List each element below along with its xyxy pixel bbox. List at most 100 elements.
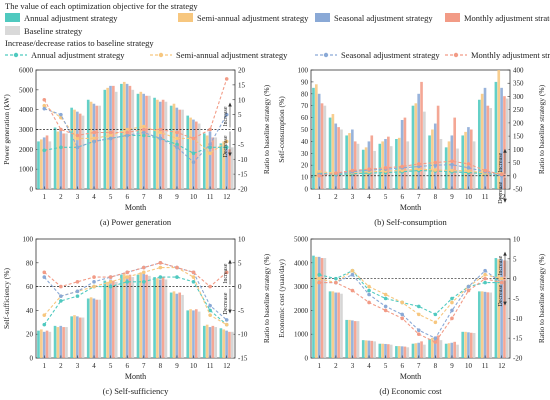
- ratio-point: [92, 284, 96, 289]
- ratio-point: [466, 284, 471, 289]
- ratio-point: [42, 148, 47, 153]
- ratio-point: [400, 312, 405, 317]
- bar: [211, 137, 215, 189]
- bar: [219, 143, 223, 189]
- bar: [348, 133, 351, 189]
- y-tick-label: 5000: [19, 86, 34, 94]
- x-tick-label: 12: [223, 362, 231, 370]
- bar: [89, 101, 93, 189]
- ratio-point: [224, 112, 229, 117]
- ratio-point: [350, 268, 355, 273]
- bar: [95, 299, 99, 358]
- x-tick-label: 8: [159, 362, 163, 370]
- bar: [395, 346, 398, 358]
- bar: [494, 81, 498, 189]
- bar: [444, 147, 448, 189]
- bar: [500, 87, 503, 189]
- x-tick-label: 2: [334, 362, 338, 370]
- panel-self-sufficiency: 0 20 40 60 80 100 -15 -10 -5 0 5 10 Increase Decrease…: [0, 231, 275, 400]
- bar: [370, 340, 374, 358]
- ratio-point: [141, 124, 146, 129]
- ratio-point: [108, 136, 113, 141]
- ratio-point: [158, 136, 163, 141]
- legend-bar-item: Seasonal adjustment strategy: [315, 13, 433, 23]
- bar: [505, 98, 509, 189]
- bar: [361, 340, 365, 358]
- bar: [428, 135, 431, 189]
- bar: [189, 309, 192, 358]
- x-tick-label: 7: [142, 362, 146, 370]
- bar: [37, 330, 40, 358]
- bar: [158, 101, 162, 189]
- x-tick-label: 1: [43, 362, 47, 370]
- ratio-point: [499, 276, 504, 281]
- ratio-point: [400, 300, 405, 305]
- y2-axis-title: Ratio to baseline strategy (%): [262, 253, 271, 343]
- x-tick-label: 2: [334, 193, 338, 201]
- y2-tick-label: -20: [513, 355, 523, 363]
- y2-tick-label: -15: [238, 171, 248, 179]
- bar-series: [312, 81, 498, 189]
- bar: [228, 331, 231, 358]
- bar: [86, 298, 90, 358]
- y-tick-label: 0: [30, 355, 34, 363]
- bar: [128, 85, 132, 189]
- ratio-point: [158, 130, 163, 135]
- bar: [156, 278, 159, 358]
- y2-tick-label: 5: [513, 255, 517, 263]
- bar-series: [40, 272, 226, 358]
- plot-frame: [35, 238, 236, 359]
- bar: [48, 331, 52, 358]
- bar: [370, 135, 374, 189]
- bar: [439, 340, 443, 358]
- ratio-point: [433, 320, 438, 325]
- bar: [323, 105, 327, 189]
- y2-tick-label: 10: [238, 96, 246, 104]
- bar: [456, 344, 459, 358]
- x-tick-label: 5: [384, 193, 388, 201]
- bar: [70, 107, 73, 189]
- bar: [197, 311, 201, 358]
- x-tick-label: 12: [498, 362, 506, 370]
- bar: [156, 99, 159, 189]
- bar: [76, 111, 79, 189]
- bar: [219, 328, 223, 358]
- ratio-point: [59, 284, 63, 289]
- legend-item-label: Annual adjustment strategy: [24, 13, 118, 23]
- ratio-point: [450, 168, 454, 173]
- y-tick-label: 40: [26, 307, 34, 315]
- legend-line-item: Annual adjustment strategy: [5, 50, 125, 60]
- x-tick-label: 3: [76, 193, 80, 201]
- bar-series: [317, 256, 503, 358]
- bar: [42, 331, 46, 358]
- ratio-point: [125, 133, 130, 138]
- decrease-label: Decrease: [223, 292, 229, 314]
- ratio-point: [108, 275, 113, 279]
- ratio-line: [44, 108, 228, 163]
- bar: [356, 143, 360, 189]
- y-tick-label: 0: [305, 355, 309, 363]
- ratio-line: [43, 78, 228, 140]
- bar: [78, 317, 82, 358]
- bar: [461, 331, 465, 358]
- bar-series: [323, 258, 509, 358]
- bar: [65, 133, 68, 189]
- bar: [81, 115, 85, 189]
- increase-indicator: Increase: [223, 102, 232, 128]
- ratio-line: [319, 278, 502, 343]
- ratio-point: [191, 270, 196, 275]
- bar: [480, 93, 484, 189]
- legend-swatch: [315, 13, 330, 22]
- y-tick-label: 100: [23, 236, 34, 244]
- y2-tick-label: 5: [238, 111, 242, 119]
- bar: [122, 273, 126, 358]
- bar: [205, 324, 209, 358]
- bar: [348, 319, 351, 358]
- ratio-point: [383, 308, 388, 313]
- y2-tick-label: -50: [513, 186, 523, 194]
- legend-item-label: Seasonal adjustment strategy: [341, 50, 440, 60]
- increase-arrowhead: [503, 251, 507, 256]
- y2-tick-label: 100: [513, 146, 524, 154]
- ratio-point: [400, 164, 405, 169]
- ratio-point: [75, 136, 80, 141]
